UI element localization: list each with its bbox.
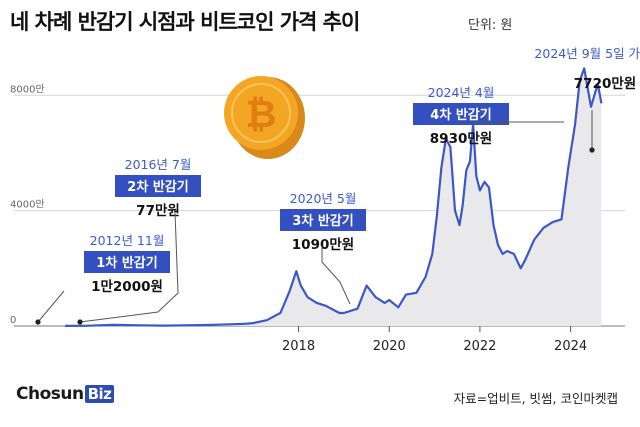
coin-face xyxy=(224,76,298,150)
y-tick-label: 0 xyxy=(10,315,16,326)
halving-price: 77만원 xyxy=(136,203,180,219)
chart-area xyxy=(65,67,603,327)
x-tick-label: 2024 xyxy=(554,339,587,354)
halving-label-box xyxy=(413,103,509,125)
x-tick-label: 2018 xyxy=(282,339,315,354)
chart-axis: 2018 2020 2022 2024 xyxy=(282,326,587,354)
bitcoin-coin-icon: ₿ xyxy=(224,76,305,159)
marker-dot xyxy=(589,147,595,153)
marker-dot xyxy=(35,319,41,325)
halving-date: 2024년 9월 5일 가격 xyxy=(534,46,640,61)
coin-ring xyxy=(231,83,291,143)
marker-dot xyxy=(77,319,83,325)
source-note: 자료=업비트, 빗썸, 코인마켓캡 xyxy=(453,391,618,406)
halving-label-box xyxy=(115,175,201,197)
halving-date: 2012년 11월 xyxy=(90,233,165,248)
halving-price: 1만2000원 xyxy=(91,279,163,295)
x-tick-label: 2022 xyxy=(463,339,496,354)
halving-label: 3차 반감기 xyxy=(292,213,353,229)
coin-symbol: ₿ xyxy=(246,92,277,136)
leader-line xyxy=(37,290,65,323)
halving-label-box xyxy=(280,209,366,231)
halving-label: 1차 반감기 xyxy=(96,255,157,271)
leader-line xyxy=(321,246,351,305)
logo-main-text: Chosun xyxy=(16,384,84,404)
halving-label-box xyxy=(84,251,170,273)
price-line xyxy=(65,67,603,327)
page-title: 네 차례 반감기 시점과 비트코인 가격 추이 xyxy=(10,10,360,34)
y-tick-label: 4000만 xyxy=(10,199,45,211)
halving-date: 2024년 4월 xyxy=(428,85,495,100)
logo-sub-text: Biz xyxy=(84,385,115,403)
x-tick-label: 2020 xyxy=(373,339,406,354)
y-tick-label: 8000만 xyxy=(10,83,45,95)
halving-label: 4차 반감기 xyxy=(430,107,491,123)
leader-line xyxy=(79,211,179,323)
halving-annotations: 2012년 11월 1차 반감기 1만2000원 2016년 7월 2차 반감기 77만원… xyxy=(35,46,640,325)
chosunbiz-logo: Chosun Biz xyxy=(16,384,115,404)
halving-date: 2020년 5월 xyxy=(290,191,357,206)
halving-price: 7720만원 xyxy=(574,76,636,92)
unit-label: 단위: 원 xyxy=(468,18,513,33)
halving-label: 2차 반감기 xyxy=(127,179,188,195)
halving-date: 2016년 7월 xyxy=(125,157,192,172)
halving-price: 1090만원 xyxy=(292,237,354,253)
halving-price: 8930만원 xyxy=(430,131,492,147)
price-area xyxy=(65,68,602,327)
